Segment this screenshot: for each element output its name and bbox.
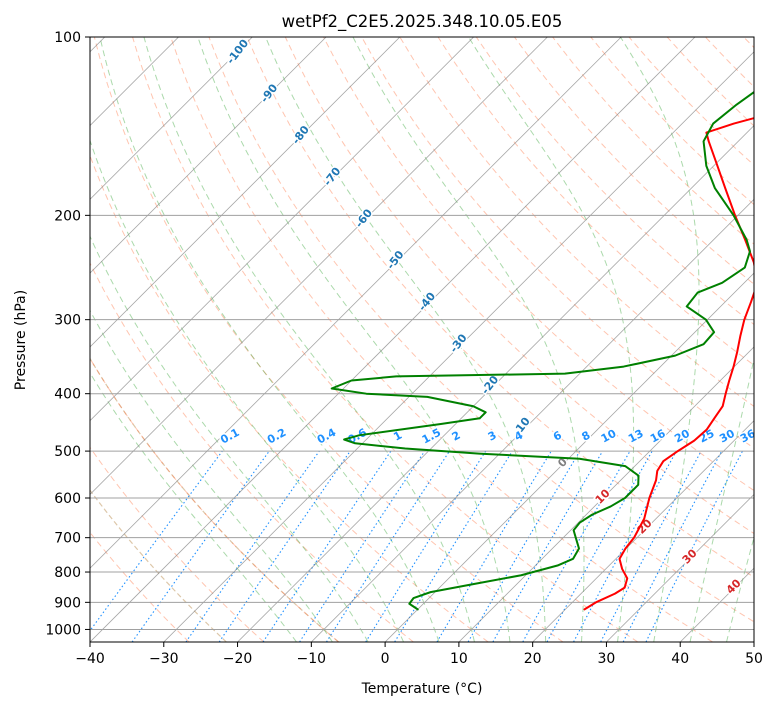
background-adiabat-0 [90, 489, 227, 642]
mixing-ratio-line [522, 450, 631, 642]
y-tick-label: 400 [54, 387, 81, 403]
y-tick-label: 900 [54, 595, 81, 611]
temperature-profile [583, 117, 754, 611]
isotherm-line [384, 272, 754, 642]
background-lines [90, 37, 754, 642]
moist-adiabat-line [689, 356, 754, 642]
background-adiabat-1 [90, 357, 339, 642]
dry-adiabat-line [246, 37, 754, 578]
isotherm-line [90, 37, 327, 274]
y-tick-label: 200 [54, 208, 81, 224]
x-tick-label: −40 [75, 651, 105, 667]
x-tick-label: 0 [381, 651, 390, 667]
moist-adiabat-line [90, 371, 297, 642]
dry-adiabat-line [437, 37, 754, 366]
mixing-ratio-line [394, 450, 513, 642]
x-tick-label: 30 [598, 651, 616, 667]
dry-adiabat-line [399, 37, 754, 408]
x-tick-label: 20 [524, 651, 542, 667]
dry-adiabat-line [90, 357, 339, 642]
chart-title: wetPf2_C2E5.2025.348.10.05.E05 [282, 12, 563, 32]
plot-frame [89, 36, 755, 643]
dewpoint-profile [330, 90, 754, 611]
isotherm-line [90, 37, 622, 569]
moist-adiabat-line [197, 37, 511, 642]
mixing-ratio-line [185, 450, 320, 642]
y-tick-label: 300 [54, 313, 81, 329]
x-tick-label: −10 [297, 651, 327, 667]
dry-adiabat-line [170, 37, 713, 642]
moist-adiabat-line [90, 309, 333, 642]
y-tick-label: 600 [54, 491, 81, 507]
mixing-ratio-line [90, 450, 223, 632]
dry-adiabat-line [208, 37, 754, 623]
isotherm-line [90, 37, 401, 348]
y-tick-label: 700 [54, 531, 81, 547]
mixing-ratio-line [218, 450, 351, 642]
isotherm-line [90, 37, 696, 642]
dry-adiabat-line [475, 37, 754, 326]
y-tick-label: 500 [54, 444, 81, 460]
dry-adiabat-line [514, 37, 754, 285]
dry-adiabat-line [90, 262, 414, 642]
mixing-ratio-line [299, 450, 426, 642]
isotherm-line [532, 420, 754, 642]
moist-adiabat-line [90, 235, 369, 642]
mixing-ratio-line [131, 450, 270, 642]
x-tick-label: 50 [745, 651, 763, 667]
axes: −40 −30 −20 −10 0 10 20 30 40 50 1000 900 800 700 600 5… [45, 30, 763, 667]
x-tick-label: 40 [671, 651, 689, 667]
isotherm-line [90, 37, 548, 496]
mixing-ratio-line [325, 450, 450, 642]
moist-adiabat-line [726, 535, 754, 642]
y-tick-label: 1000 [45, 622, 81, 638]
dry-adiabat-line [323, 37, 754, 492]
mixing-ratio-line [645, 450, 743, 642]
y-tick-label: 800 [54, 565, 81, 581]
moist-adiabat-line [620, 37, 700, 642]
dry-adiabat-line [93, 37, 564, 642]
moist-adiabat-line [265, 37, 547, 642]
x-axis-label: Temperature (°C) [361, 681, 483, 697]
profiles [330, 90, 754, 611]
moist-adiabat-line [90, 139, 405, 642]
isotherm-line [311, 198, 754, 642]
isotherm-line [606, 493, 754, 642]
moist-adiabat-line [99, 37, 440, 642]
isotherm-line [163, 51, 754, 642]
isotherm-line [90, 37, 253, 200]
x-tick-label: 10 [450, 651, 468, 667]
dry-adiabat-line [132, 37, 639, 642]
x-tick-label: −20 [223, 651, 253, 667]
y-tick-label: 100 [54, 30, 81, 46]
moist-adiabat-line [352, 37, 585, 642]
moist-adiabat-line [143, 37, 475, 642]
dry-adiabat-line [284, 37, 754, 535]
mixing-ratio-line [262, 450, 392, 642]
dry-adiabat-line [90, 446, 265, 642]
x-tick-label: −30 [149, 651, 179, 667]
y-axis-label: Pressure (hPa) [13, 290, 29, 390]
mixing-ratio-line [573, 450, 677, 642]
isotherm-line [458, 346, 754, 642]
isotherm-line [237, 124, 754, 642]
isotherm-line [90, 37, 474, 422]
